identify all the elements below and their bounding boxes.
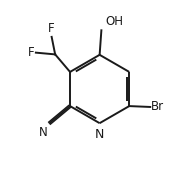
Text: Br: Br <box>151 100 164 113</box>
Text: F: F <box>48 22 54 35</box>
Text: F: F <box>28 46 35 59</box>
Text: N: N <box>95 128 104 142</box>
Text: OH: OH <box>105 15 123 28</box>
Text: N: N <box>38 126 47 139</box>
